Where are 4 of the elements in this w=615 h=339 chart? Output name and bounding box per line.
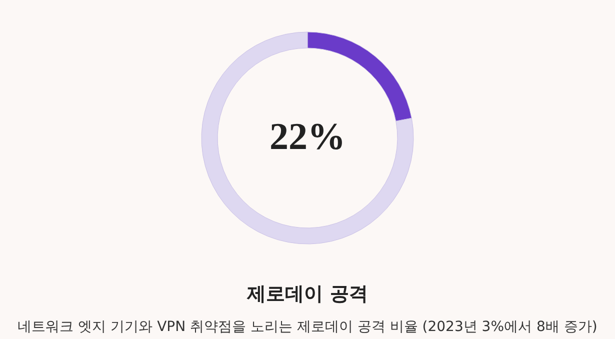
text: 네트워크 엣지 기기와 VPN 취약점을 노리는 제로데이 공격 비율 (2023년 3%에서 8배 증가)	[18, 319, 598, 335]
text: 제로데이 공격	[246, 283, 368, 305]
donut-slice	[201, 32, 414, 244]
data-label: 22%	[270, 116, 346, 158]
